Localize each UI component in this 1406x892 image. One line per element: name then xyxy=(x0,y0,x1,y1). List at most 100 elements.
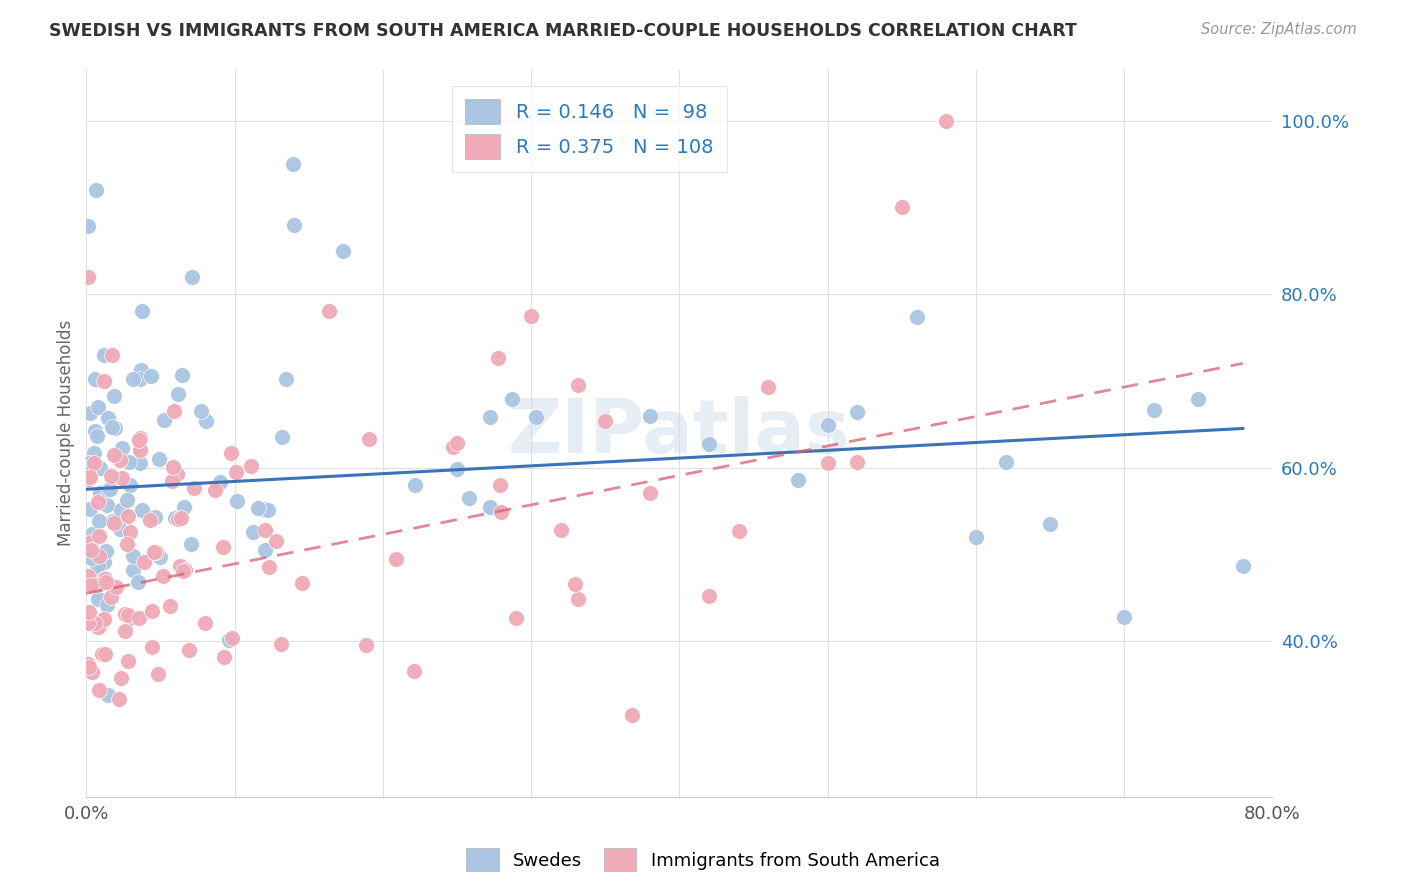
Point xyxy=(115,537,138,551)
Point xyxy=(139,369,162,384)
Point xyxy=(160,474,183,488)
Point xyxy=(172,564,194,578)
Point xyxy=(935,113,957,128)
Point xyxy=(141,603,163,617)
Point xyxy=(89,619,111,633)
Point xyxy=(89,461,111,475)
Point xyxy=(402,664,425,678)
Point xyxy=(385,552,408,566)
Point xyxy=(148,452,170,467)
Point xyxy=(1039,517,1062,532)
Point xyxy=(128,433,150,447)
Point xyxy=(103,516,125,530)
Point xyxy=(117,508,139,523)
Point xyxy=(141,640,163,654)
Point xyxy=(183,481,205,495)
Point xyxy=(127,574,149,589)
Point xyxy=(94,647,117,661)
Point xyxy=(152,569,174,583)
Point xyxy=(84,372,107,386)
Point xyxy=(87,549,110,564)
Point xyxy=(122,549,145,563)
Point xyxy=(84,424,107,438)
Point xyxy=(620,707,643,722)
Point xyxy=(77,468,100,483)
Point xyxy=(77,472,100,486)
Point xyxy=(101,420,124,434)
Point xyxy=(846,404,869,418)
Point xyxy=(163,511,186,525)
Point xyxy=(111,441,134,455)
Point xyxy=(143,509,166,524)
Point xyxy=(93,555,115,569)
Point xyxy=(994,455,1017,469)
Legend: R = 0.146   N =  98, R = 0.375   N = 108: R = 0.146 N = 98, R = 0.375 N = 108 xyxy=(451,86,727,172)
Point xyxy=(77,456,100,470)
Point xyxy=(246,501,269,516)
Point xyxy=(80,526,103,541)
Point xyxy=(221,631,243,645)
Point xyxy=(905,310,928,324)
Text: Source: ZipAtlas.com: Source: ZipAtlas.com xyxy=(1201,22,1357,37)
Point xyxy=(697,590,720,604)
Point xyxy=(567,592,589,607)
Point xyxy=(593,414,616,428)
Point xyxy=(159,599,181,613)
Point xyxy=(98,482,121,496)
Point xyxy=(218,632,240,647)
Point xyxy=(77,466,100,480)
Point xyxy=(501,392,523,406)
Point xyxy=(194,615,217,630)
Point xyxy=(87,401,110,415)
Point xyxy=(89,486,111,500)
Point xyxy=(93,374,115,388)
Point xyxy=(270,637,292,651)
Point xyxy=(91,647,114,661)
Point xyxy=(146,667,169,681)
Point xyxy=(226,494,249,508)
Point xyxy=(143,545,166,559)
Point xyxy=(93,612,115,626)
Point xyxy=(169,511,191,525)
Point xyxy=(488,351,510,366)
Point xyxy=(104,581,127,595)
Point xyxy=(79,470,101,484)
Point xyxy=(138,513,160,527)
Point xyxy=(520,310,543,324)
Point xyxy=(84,578,107,592)
Point xyxy=(117,654,139,668)
Point xyxy=(96,598,118,612)
Point xyxy=(84,616,107,631)
Point xyxy=(97,410,120,425)
Point xyxy=(505,611,527,625)
Point xyxy=(1143,402,1166,417)
Point xyxy=(145,545,167,559)
Point xyxy=(194,414,217,428)
Point xyxy=(478,410,501,425)
Point xyxy=(129,442,152,456)
Point xyxy=(118,610,141,624)
Text: SWEDISH VS IMMIGRANTS FROM SOUTH AMERICA MARRIED-COUPLE HOUSEHOLDS CORRELATION C: SWEDISH VS IMMIGRANTS FROM SOUTH AMERICA… xyxy=(49,22,1077,40)
Point xyxy=(118,455,141,469)
Point xyxy=(86,183,108,197)
Point xyxy=(457,491,479,505)
Point xyxy=(817,417,839,432)
Point xyxy=(638,486,661,500)
Point xyxy=(79,406,101,420)
Point xyxy=(77,659,100,673)
Point xyxy=(108,522,131,536)
Point xyxy=(87,592,110,607)
Point xyxy=(120,478,142,492)
Point xyxy=(77,605,100,619)
Point xyxy=(110,503,132,517)
Point xyxy=(103,448,125,462)
Point xyxy=(890,200,912,214)
Point xyxy=(446,462,468,476)
Point xyxy=(479,500,502,514)
Point xyxy=(128,610,150,624)
Point xyxy=(94,543,117,558)
Point xyxy=(153,413,176,427)
Point xyxy=(638,409,661,424)
Point xyxy=(76,657,98,672)
Point xyxy=(114,624,136,638)
